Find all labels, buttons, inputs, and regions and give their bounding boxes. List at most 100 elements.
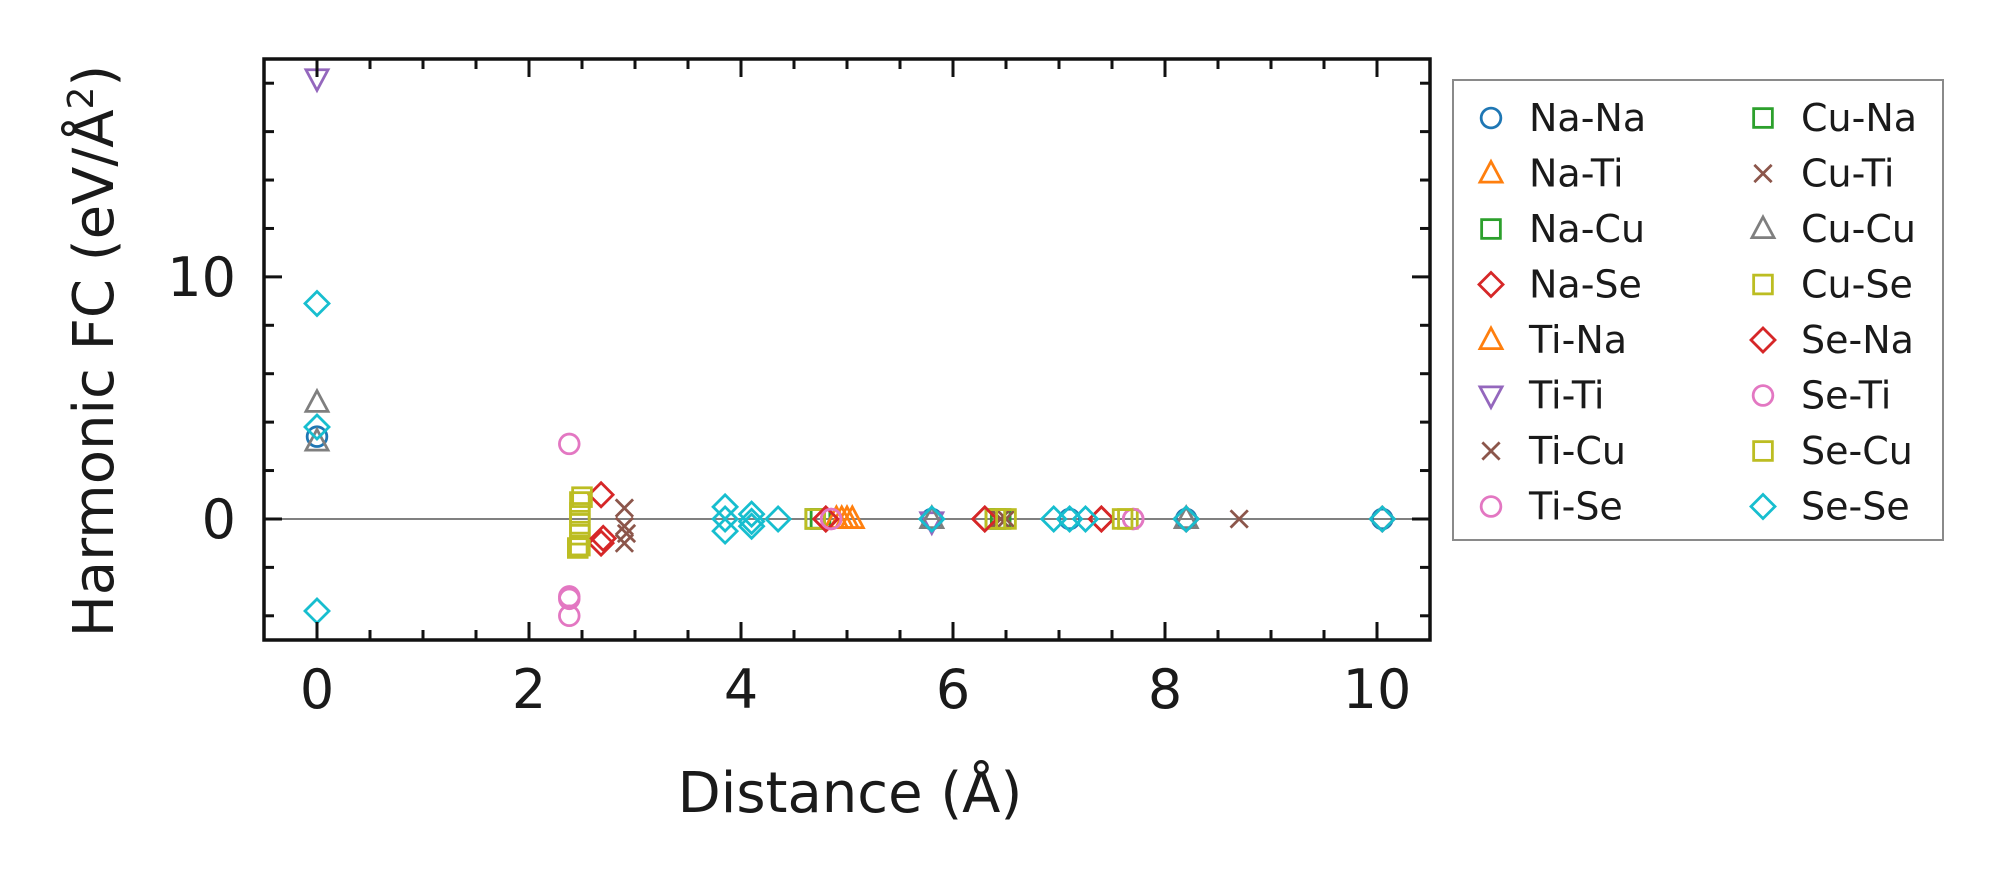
legend: Na-Na Na-Ti Na-Cu Na-Se Ti-Na Ti-Ti Ti-Cu Ti-Se… xyxy=(1452,79,1944,541)
legend-box xyxy=(1452,79,1944,541)
series-cu-cu xyxy=(303,387,1200,529)
legend-item: Cu-Na xyxy=(1752,96,1917,140)
data-point xyxy=(917,504,946,533)
data-point xyxy=(616,523,637,544)
legend-marker xyxy=(1753,163,1773,184)
x-tick-label: 2 xyxy=(512,658,546,721)
data-point xyxy=(571,486,593,508)
x-tick-label: 10 xyxy=(1343,658,1412,721)
data-point xyxy=(970,504,999,533)
data-point xyxy=(918,503,946,529)
legend-item: Cu-Ti xyxy=(1753,152,1894,196)
data-point xyxy=(567,537,589,559)
data-point xyxy=(918,511,946,537)
legend-marker xyxy=(1751,384,1775,407)
data-point xyxy=(569,502,591,524)
data-point xyxy=(737,500,766,529)
legend-item: Ti-Na xyxy=(1477,318,1627,362)
data-point xyxy=(1111,508,1134,530)
data-point xyxy=(589,524,618,553)
data-point xyxy=(764,504,793,533)
legend-marker xyxy=(1477,325,1505,351)
data-point xyxy=(614,498,635,518)
y-axis-title-close: ) xyxy=(62,65,127,87)
y-axis-title-superscript: 2 xyxy=(61,87,102,110)
legend-label: Na-Ti xyxy=(1529,152,1624,196)
plot-frame xyxy=(262,57,1432,642)
legend-label: Ti-Na xyxy=(1528,318,1627,362)
legend-item: Cu-Se xyxy=(1752,263,1913,307)
y-axis-title: Harmonic FC (eV/Å2) xyxy=(61,65,128,638)
legend-item: Cu-Cu xyxy=(1749,207,1916,251)
data-point xyxy=(1071,504,1100,533)
data-point xyxy=(303,412,331,441)
x-tick-label: 4 xyxy=(724,658,758,721)
data-point xyxy=(1371,507,1394,531)
data-point xyxy=(711,504,740,533)
legend-item: Na-Cu xyxy=(1480,207,1645,251)
data-point xyxy=(991,509,1011,529)
legend-label: Na-Se xyxy=(1529,263,1642,307)
legend-marker xyxy=(1752,440,1774,462)
legend-label: Cu-Se xyxy=(1801,263,1913,307)
legend-label: Se-Cu xyxy=(1801,429,1913,473)
x-tick-label: 8 xyxy=(1148,658,1182,721)
legend-label: Cu-Cu xyxy=(1801,207,1916,251)
data-point xyxy=(569,513,591,535)
data-point xyxy=(614,516,635,536)
legend-label: Se-Ti xyxy=(1801,374,1891,418)
series-se-se xyxy=(303,289,1397,625)
data-point xyxy=(558,604,581,628)
data-point xyxy=(587,480,616,509)
legend-item: Se-Cu xyxy=(1752,429,1913,473)
legend-item: Ti-Cu xyxy=(1481,429,1626,473)
legend-label: Se-Na xyxy=(1801,318,1914,362)
legend-label: Ti-Se xyxy=(1528,485,1623,529)
legend-label: Na-Na xyxy=(1529,96,1646,140)
data-point xyxy=(303,289,331,318)
data-point xyxy=(558,432,581,456)
data-point xyxy=(737,507,766,536)
data-point xyxy=(558,587,581,611)
legend-marker xyxy=(1481,441,1501,461)
plot-area xyxy=(264,68,1430,628)
legend-label: Ti-Cu xyxy=(1528,429,1626,473)
data-point xyxy=(811,504,840,533)
legend-marker xyxy=(1480,218,1502,240)
legend-marker xyxy=(1479,495,1503,518)
legend-item: Na-Se xyxy=(1477,263,1642,307)
series-ti-cu xyxy=(614,498,1249,553)
data-point xyxy=(995,508,1017,530)
data-point xyxy=(711,517,740,546)
x-axis-title: Distance (Å) xyxy=(678,760,1023,826)
data-point xyxy=(303,387,331,413)
legend-label: Na-Cu xyxy=(1529,207,1645,251)
legend-item: Ti-Se xyxy=(1479,485,1623,529)
data-point xyxy=(569,534,591,557)
legend-item: Ti-Ti xyxy=(1477,374,1604,418)
data-point xyxy=(819,507,843,531)
legend-marker xyxy=(1749,492,1777,521)
legend-item: Na-Ti xyxy=(1477,152,1624,196)
y-tick-label: 0 xyxy=(202,488,236,551)
data-point xyxy=(1058,507,1081,531)
legend-label: Cu-Ti xyxy=(1801,152,1894,196)
legend-marker xyxy=(1752,273,1774,296)
data-point xyxy=(1172,504,1201,533)
data-point xyxy=(569,523,591,546)
legend-label: Cu-Na xyxy=(1801,96,1917,140)
legend-item: Se-Ti xyxy=(1751,374,1891,418)
x-tick-label: 6 xyxy=(936,658,970,721)
data-point xyxy=(804,508,826,530)
series-cu-se xyxy=(569,491,1139,557)
axes: 0 2 4 6 8 10 0 10 xyxy=(167,57,1432,721)
legend-marker xyxy=(1749,214,1777,240)
x-tick-label: 0 xyxy=(300,658,334,721)
legend-item: Se-Se xyxy=(1749,485,1910,529)
data-point xyxy=(1229,509,1249,529)
data-point xyxy=(737,512,766,541)
y-axis-title-main: Harmonic FC (eV/Å xyxy=(61,109,127,637)
legend-item: Se-Na xyxy=(1749,318,1914,362)
legend-marker xyxy=(1752,107,1774,129)
data-point xyxy=(303,426,331,452)
